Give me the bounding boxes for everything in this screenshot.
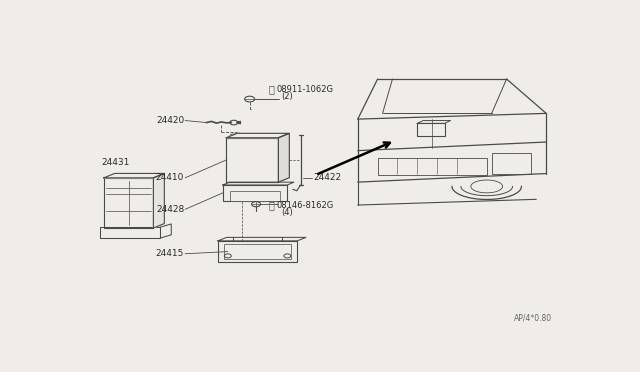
Text: 24431: 24431 (101, 158, 130, 167)
Text: AP/4*0.80: AP/4*0.80 (514, 314, 552, 323)
Polygon shape (154, 173, 164, 228)
Polygon shape (278, 133, 289, 182)
Polygon shape (104, 173, 164, 178)
Text: 24420: 24420 (156, 116, 184, 125)
Text: Ⓝ: Ⓝ (269, 84, 275, 94)
Bar (104, 178, 154, 228)
Text: (2): (2) (281, 92, 292, 101)
Bar (230, 191, 280, 201)
Text: 24428: 24428 (156, 205, 184, 214)
Text: 24415: 24415 (156, 249, 184, 258)
Text: 08146-8162G: 08146-8162G (277, 201, 334, 209)
Bar (223, 185, 287, 201)
Text: (4): (4) (281, 208, 292, 217)
Text: Ⓑ: Ⓑ (269, 200, 275, 210)
Polygon shape (227, 133, 289, 138)
Bar (224, 244, 291, 260)
Text: 24422: 24422 (313, 173, 341, 182)
Bar (492, 154, 531, 173)
Text: 24410: 24410 (156, 173, 184, 182)
Text: 08911-1062G: 08911-1062G (277, 84, 334, 93)
Bar (227, 138, 278, 182)
Bar (417, 124, 445, 136)
Bar (100, 227, 161, 238)
Bar (378, 158, 487, 175)
Circle shape (237, 121, 241, 124)
Bar (218, 241, 297, 262)
